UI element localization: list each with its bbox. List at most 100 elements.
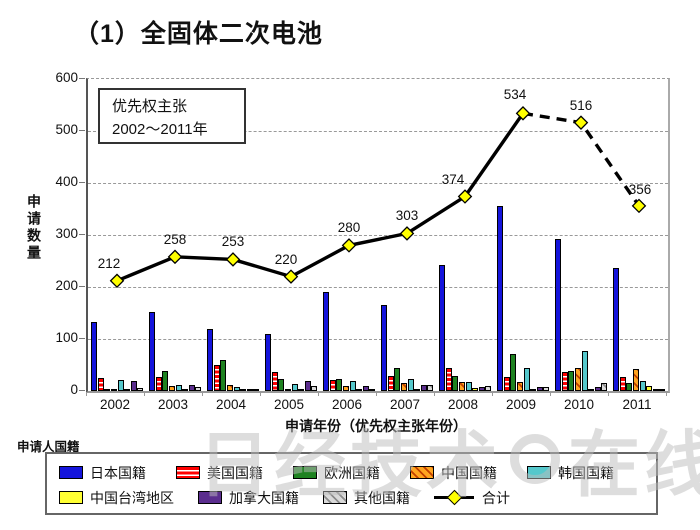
total-marker	[457, 189, 473, 204]
bar-美国国籍	[503, 377, 510, 391]
bar-中国国籍	[458, 382, 465, 391]
bar-韩国国籍	[117, 380, 124, 391]
bar-其他国籍	[195, 387, 202, 391]
y-tick-label: 600	[55, 70, 78, 85]
bar-中国台湾地区	[298, 389, 305, 391]
legend-title: 申请人国籍	[17, 440, 80, 454]
y-tick	[79, 78, 85, 79]
bar-其他国籍	[543, 387, 550, 391]
bar-欧洲国籍	[104, 389, 111, 391]
legend-entry-美国国籍: 美国国籍	[176, 463, 263, 483]
total-marker	[573, 115, 589, 130]
legend-box: 日本国籍 美国国籍 欧洲国籍 中国国籍 韩国国籍 中国台湾地区 加拿大国籍 其他国籍 合计	[45, 452, 658, 515]
plot-area: 212 258 253 220 280 303 374 534 516 356 优先权主张 200…	[86, 78, 670, 393]
bar-加拿大国籍	[594, 387, 601, 391]
bar-中国台湾地区	[124, 389, 131, 391]
y-tick-label: 300	[55, 226, 78, 241]
bar-欧洲国籍	[394, 368, 401, 391]
legend-label: 其他国籍	[354, 489, 410, 506]
x-tick	[492, 392, 493, 396]
bar-韩国国籍	[233, 387, 240, 391]
bar-日本国籍	[613, 268, 620, 391]
legend-swatch-美国国籍	[176, 466, 200, 479]
total-marker	[399, 226, 415, 241]
y-tick	[79, 130, 85, 131]
bar-欧洲国籍	[336, 379, 343, 391]
total-marker	[515, 106, 531, 121]
x-tick	[144, 392, 145, 396]
bar-其他国籍	[137, 388, 144, 391]
total-line-solid	[116, 112, 525, 283]
bar-日本国籍	[149, 312, 156, 391]
bar-中国国籍	[168, 386, 175, 391]
legend-entry-欧洲国籍: 欧洲国籍	[293, 463, 380, 483]
bar-日本国籍	[381, 305, 388, 391]
legend-swatch-韩国国籍	[527, 466, 551, 479]
bar-中国国籍	[342, 386, 349, 391]
x-tick-label: 2006	[331, 397, 363, 412]
y-tick-label: 200	[55, 278, 78, 293]
legend-swatch-其他国籍	[323, 491, 347, 504]
y-tick	[79, 234, 85, 235]
legend-row-1: 日本国籍 美国国籍 欧洲国籍 中国国籍 韩国国籍	[59, 460, 656, 485]
total-value-label: 220	[274, 251, 298, 267]
x-tick-label: 2009	[505, 397, 537, 412]
chart-title: （1）全固体二次电池	[74, 20, 323, 48]
legend-swatch-加拿大国籍	[198, 491, 222, 504]
legend-entry-total: 合计	[434, 488, 510, 508]
x-tick	[550, 392, 551, 396]
x-tick	[434, 392, 435, 396]
bar-加拿大国籍	[246, 389, 253, 391]
total-marker	[225, 252, 241, 267]
bar-美国国籍	[271, 372, 278, 391]
bar-中国国籍	[284, 389, 291, 391]
legend-entry-韩国国籍: 韩国国籍	[527, 463, 614, 483]
bar-其他国籍	[659, 389, 666, 391]
bar-美国国籍	[387, 376, 394, 391]
legend-swatch-欧洲国籍	[293, 466, 317, 479]
bar-欧洲国籍	[568, 371, 575, 391]
x-tick-label: 2011	[622, 397, 652, 412]
bar-美国国籍	[97, 378, 104, 391]
legend-label: 中国国籍	[441, 464, 497, 481]
bar-美国国籍	[329, 380, 336, 391]
legend-entry-加拿大国籍: 加拿大国籍	[198, 488, 299, 508]
legend-entry-中国国籍: 中国国籍	[410, 463, 497, 483]
legend-row-2: 中国台湾地区 加拿大国籍 其他国籍 合计	[59, 485, 656, 510]
bar-其他国籍	[311, 386, 318, 391]
total-value-label: 280	[337, 220, 361, 236]
bar-韩国国籍	[291, 384, 298, 391]
legend-total-marker-icon	[434, 489, 474, 506]
x-tick-label: 2008	[447, 397, 479, 412]
y-tick-label: 0	[70, 382, 78, 397]
bar-中国国籍	[516, 382, 523, 391]
bar-其他国籍	[253, 389, 260, 391]
legend-total-diamond	[446, 489, 463, 506]
bar-加拿大国籍	[188, 385, 195, 391]
bar-加拿大国籍	[536, 387, 543, 391]
y-tick-label: 500	[55, 122, 78, 137]
bar-日本国籍	[555, 239, 562, 391]
bar-欧洲国籍	[510, 354, 517, 391]
total-value-label: 356	[628, 181, 652, 197]
annotation-line1: 优先权主张	[112, 98, 188, 115]
y-tick	[79, 182, 85, 183]
bar-韩国国籍	[175, 385, 182, 391]
total-value-label: 534	[503, 87, 527, 103]
bar-韩国国籍	[465, 382, 472, 391]
legend-label: 合计	[482, 489, 510, 506]
gridline	[88, 235, 668, 236]
x-tick	[260, 392, 261, 396]
total-marker	[283, 269, 299, 284]
y-tick	[79, 286, 85, 287]
x-tick-label: 2010	[563, 397, 595, 412]
bar-欧洲国籍	[278, 379, 285, 391]
total-value-label: 258	[163, 231, 187, 247]
x-tick-label: 2005	[273, 397, 305, 412]
bar-中国台湾地区	[240, 389, 247, 391]
legend-entry-日本国籍: 日本国籍	[59, 463, 146, 483]
bar-日本国籍	[497, 206, 504, 391]
legend-entry-中国台湾地区: 中国台湾地区	[59, 488, 174, 508]
legend-swatch-中国台湾地区	[59, 491, 83, 504]
x-tick-label: 2002	[99, 397, 131, 412]
